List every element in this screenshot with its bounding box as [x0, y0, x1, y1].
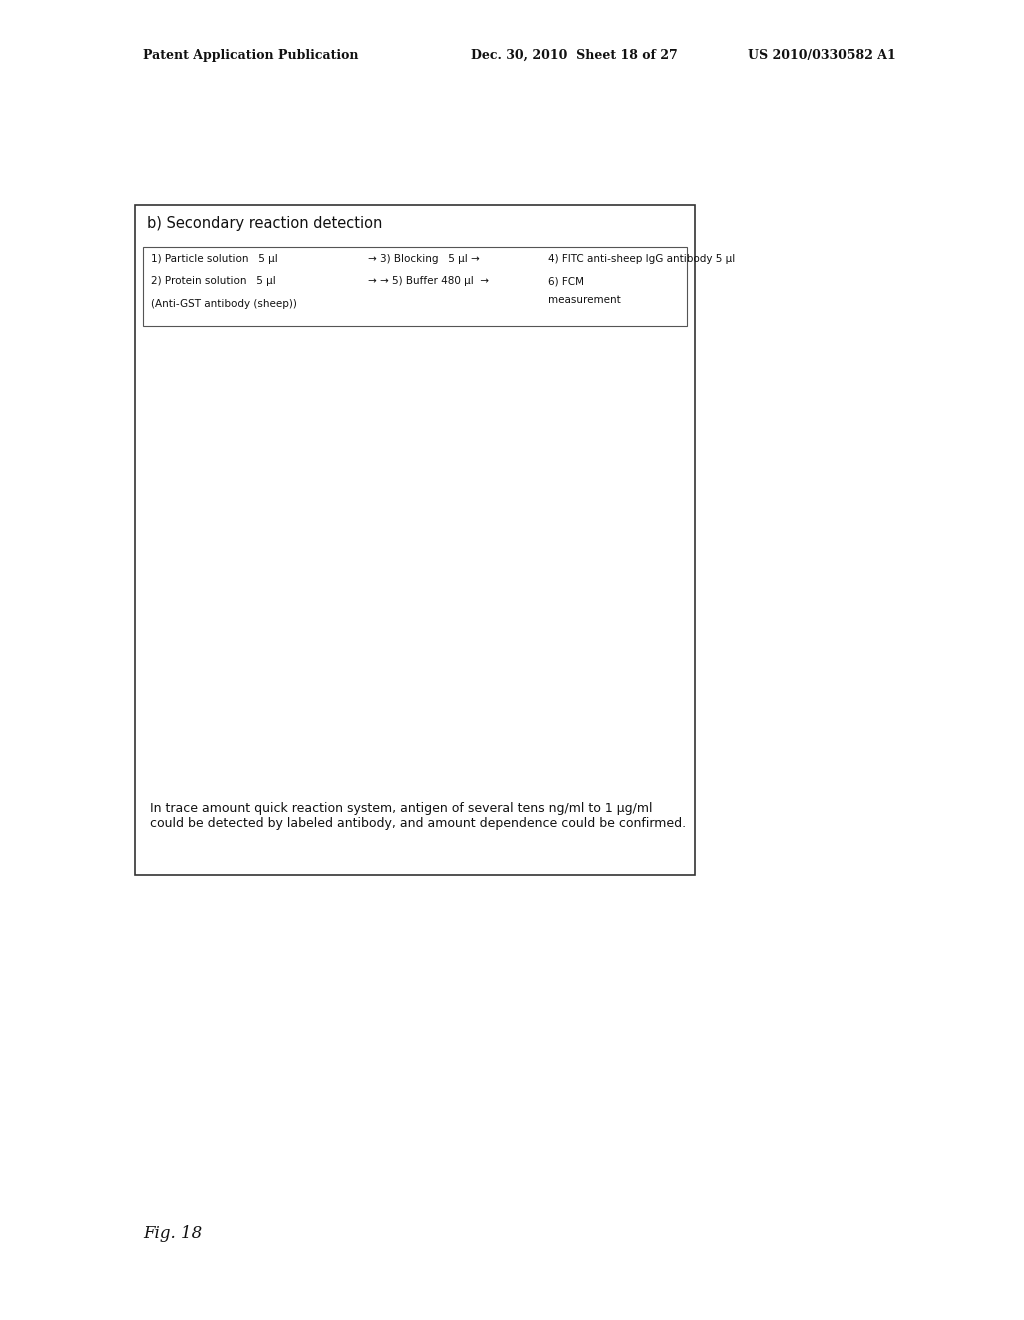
Text: 2) Protein solution   5 μl: 2) Protein solution 5 μl	[152, 276, 276, 286]
Text: measurement: measurement	[548, 294, 621, 305]
X-axis label: p3: p3	[395, 842, 410, 851]
Text: b) Secondary reaction detection: b) Secondary reaction detection	[147, 215, 383, 231]
Text: US 2010/0330582 A1: US 2010/0330582 A1	[748, 49, 895, 62]
X-axis label: Antibody (ng/ml): Antibody (ng/ml)	[360, 657, 505, 672]
Text: 6) FCM: 6) FCM	[548, 276, 584, 286]
Text: Fig. 18: Fig. 18	[143, 1225, 203, 1242]
Text: 1) Particle solution   5 μl: 1) Particle solution 5 μl	[152, 253, 279, 264]
Text: → → 5) Buffer 480 μl  →: → → 5) Buffer 480 μl →	[369, 276, 489, 286]
Legend: GeoMean  32-2874: GeoMean 32-2874	[230, 284, 374, 302]
Text: → 3) Blocking   5 μl →: → 3) Blocking 5 μl →	[369, 253, 480, 264]
Text: Patent Application Publication: Patent Application Publication	[143, 49, 358, 62]
Text: In trace amount quick reaction system, antigen of several tens ng/ml to 1 μg/ml
: In trace amount quick reaction system, a…	[151, 803, 686, 830]
Text: (Anti-GST antibody (sheep)): (Anti-GST antibody (sheep))	[152, 298, 297, 309]
Y-axis label: Counts: Counts	[187, 709, 198, 746]
Y-axis label: GeoMean: GeoMean	[163, 416, 178, 487]
Text: 4) FITC anti-sheep IgG antibody 5 μl: 4) FITC anti-sheep IgG antibody 5 μl	[548, 253, 735, 264]
Text: Dec. 30, 2010  Sheet 18 of 27: Dec. 30, 2010 Sheet 18 of 27	[471, 49, 678, 62]
